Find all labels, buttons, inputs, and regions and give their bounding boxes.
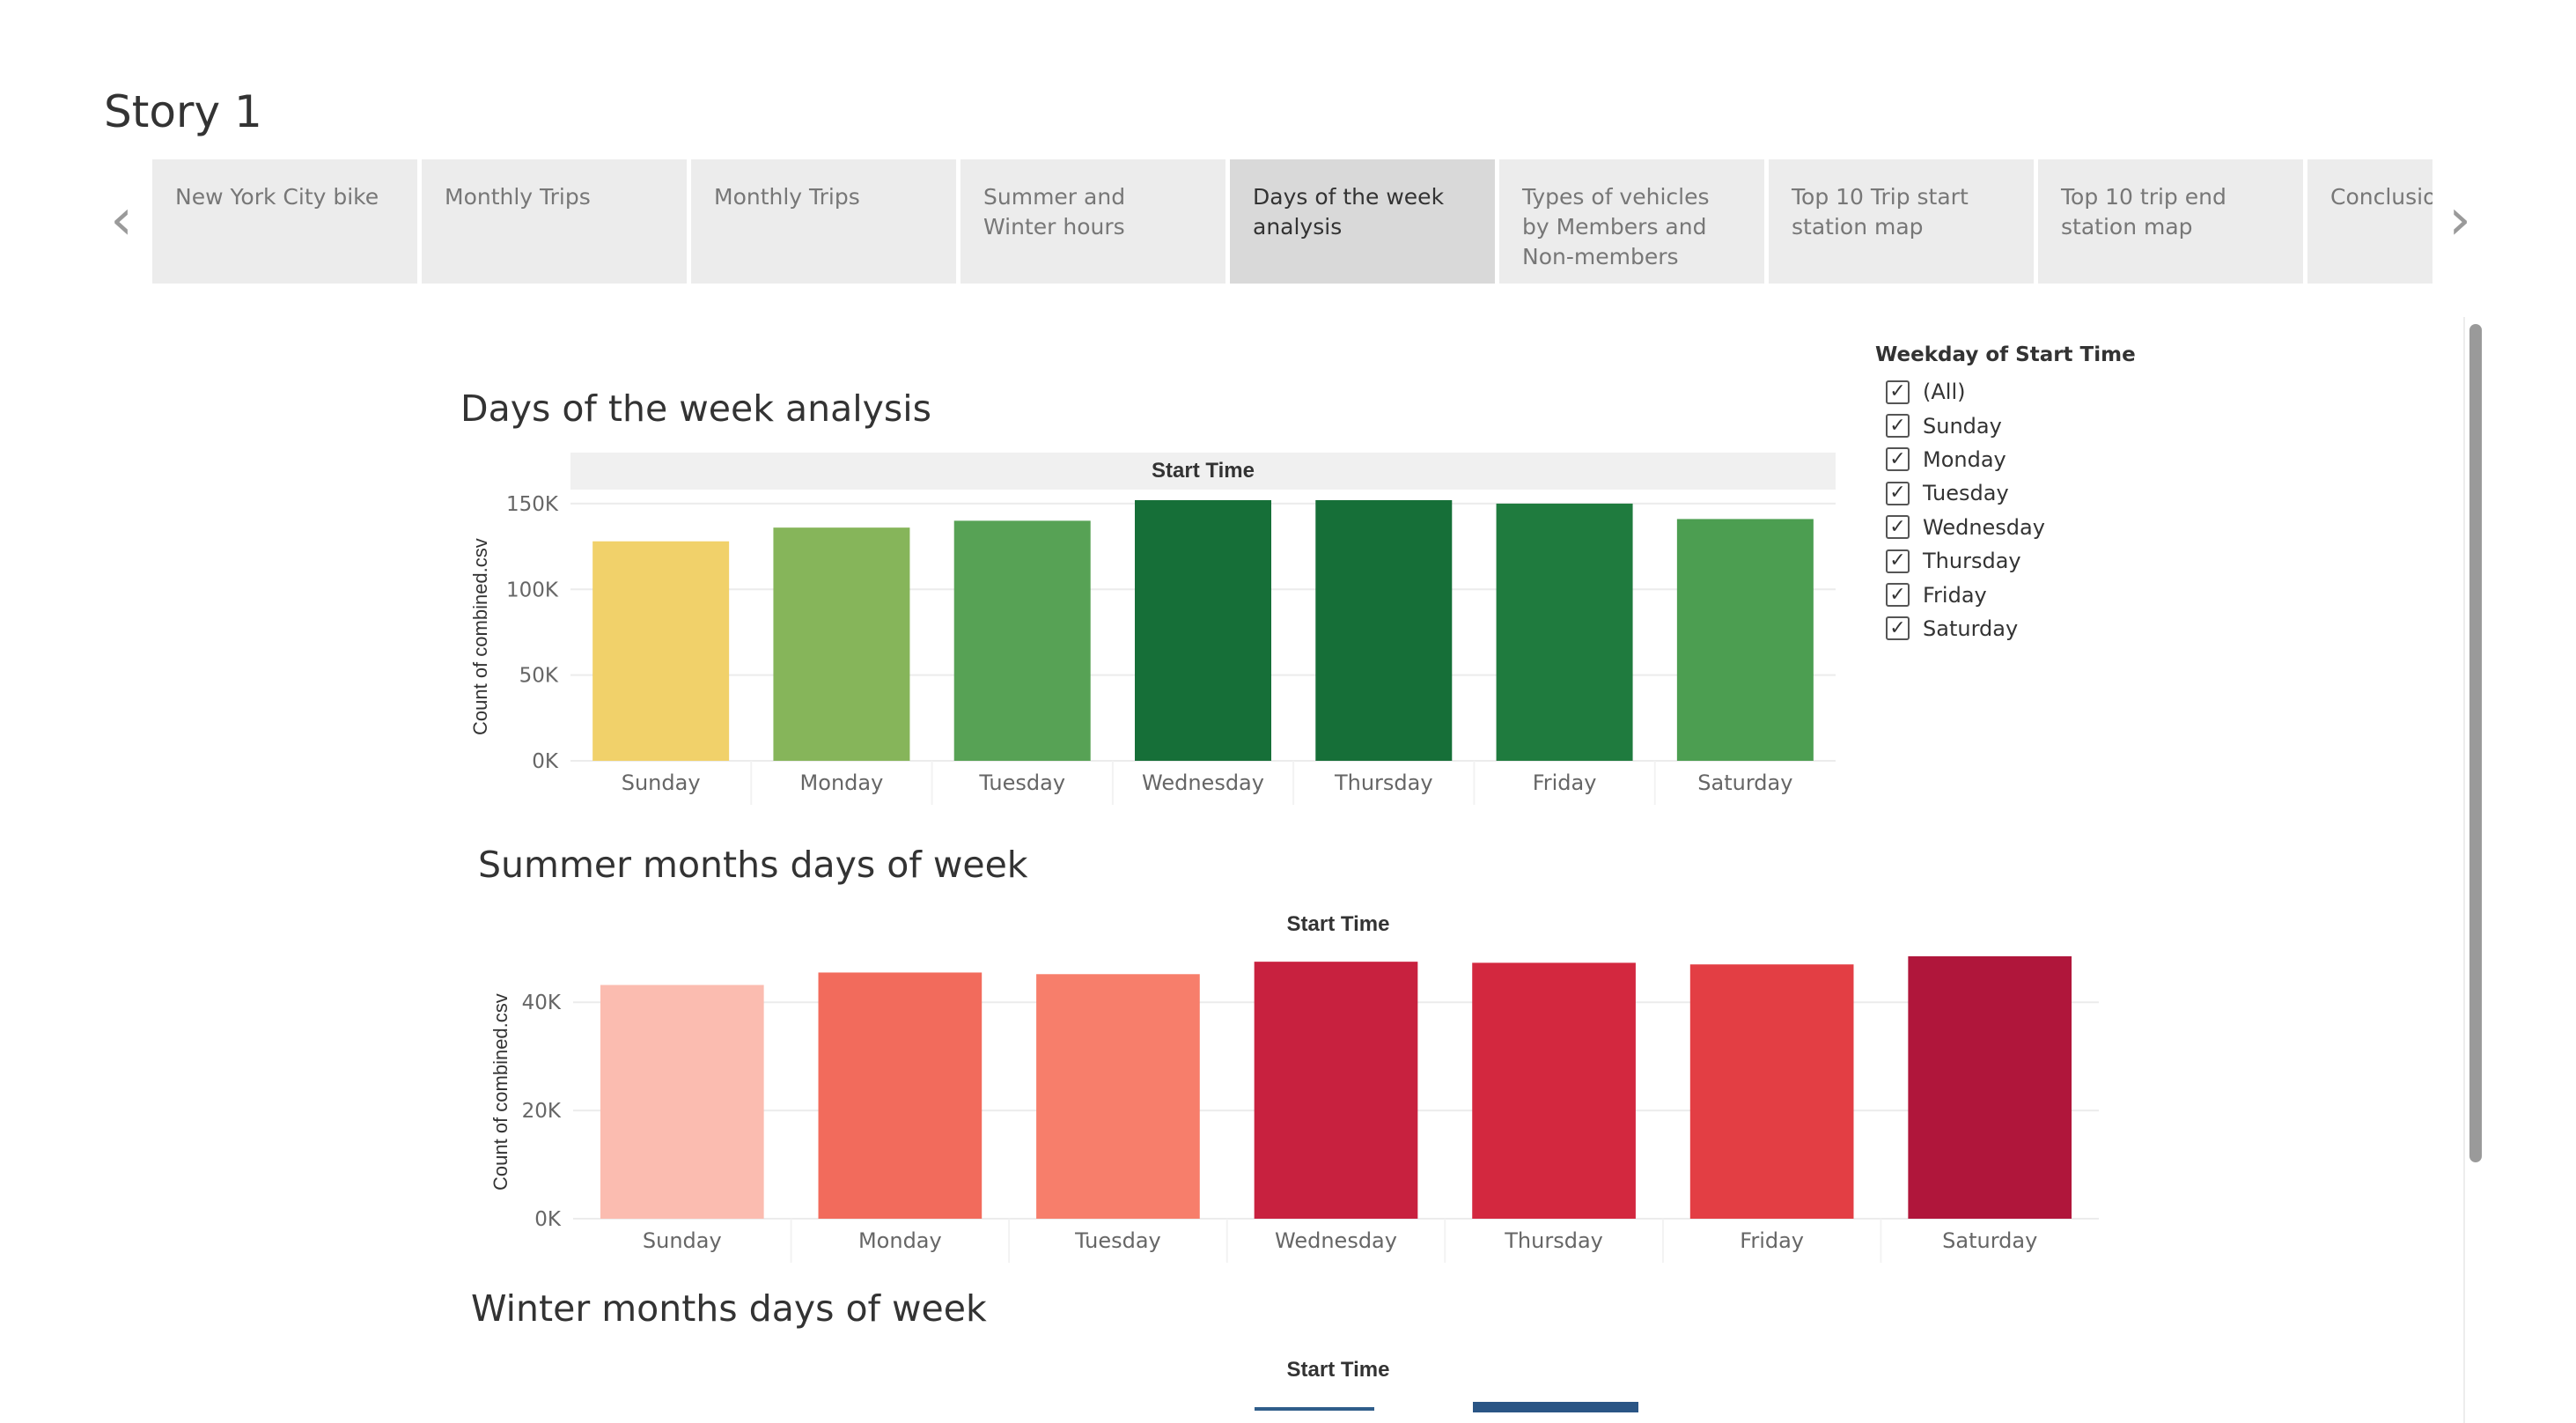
filter-item-thursday[interactable]: ✓ Thursday [1886, 544, 2136, 578]
story-tab-days-of-week[interactable]: Days of the week analysis [1230, 159, 1495, 284]
chart-title-days-of-week: Days of the week analysis [460, 387, 931, 430]
story-tab-vehicle-types[interactable]: Types of vehicles by Members and Non-mem… [1499, 159, 1764, 284]
filter-item-label: Saturday [1923, 616, 2019, 641]
checkbox-checked-icon[interactable]: ✓ [1886, 380, 1910, 404]
bar-wednesday [1254, 962, 1418, 1219]
filter-item-all[interactable]: ✓ (All) [1886, 375, 2136, 409]
chart-header-start-time: Start Time [1286, 1358, 1390, 1382]
checkbox-checked-icon[interactable]: ✓ [1886, 481, 1910, 505]
chart-title-summer-months: Summer months days of week [478, 844, 1028, 886]
x-tick-label: Friday [1740, 1228, 1804, 1253]
x-tick-label: Saturday [1697, 770, 1792, 795]
story-tab-new-york-city-bike[interactable]: New York City bike [152, 159, 417, 284]
bar-friday [1689, 964, 1854, 1219]
filter-item-friday[interactable]: ✓ Friday [1886, 578, 2136, 611]
story-tab-monthly-trips-2[interactable]: Monthly Trips [691, 159, 956, 284]
y-tick-label: 150K [506, 493, 559, 516]
chart-header-start-time: Start Time [570, 453, 1836, 490]
story-title: Story 1 [104, 86, 262, 137]
chart-title-winter-months: Winter months days of week [471, 1287, 987, 1330]
story-tab-summer-winter-hours[interactable]: Summer and Winter hours [960, 159, 1225, 284]
y-tick-label: 50K [519, 665, 559, 688]
vertical-scrollbar[interactable] [2463, 317, 2486, 1423]
bar-wednesday [1135, 500, 1271, 761]
bar-sunday [600, 984, 764, 1219]
bar-tuesday [953, 520, 1091, 761]
winter-bar-top-edge [1255, 1407, 1374, 1411]
x-tick-label: Thursday [1504, 1228, 1603, 1253]
bar-monday [773, 527, 910, 761]
bar-friday [1496, 503, 1633, 761]
x-tick-label: Wednesday [1142, 770, 1264, 795]
filter-item-label: Wednesday [1923, 514, 2045, 540]
story-tab-conclusion[interactable]: Conclusion [2307, 159, 2432, 284]
filter-item-label: Monday [1923, 446, 2006, 472]
scrollbar-thumb[interactable] [2469, 324, 2482, 1162]
story-tab-monthly-trips[interactable]: Monthly Trips [422, 159, 687, 284]
story-points-navigator: New York City bike Monthly Trips Monthly… [152, 159, 2432, 284]
next-story-point-icon[interactable]: › [2448, 188, 2471, 253]
y-tick-label: 40K [522, 992, 562, 1014]
checkbox-checked-icon[interactable]: ✓ [1886, 583, 1910, 608]
x-tick-label: Monday [858, 1228, 942, 1253]
filter-item-label: Tuesday [1923, 481, 2009, 506]
filter-item-label: Friday [1923, 582, 1987, 608]
chart-header-start-time: Start Time [1286, 912, 1390, 936]
filter-item-wednesday[interactable]: ✓ Wednesday [1886, 511, 2136, 544]
filter-item-label: Sunday [1923, 413, 2002, 439]
checkbox-checked-icon[interactable]: ✓ [1886, 515, 1910, 540]
filter-item-label: (All) [1923, 380, 1966, 405]
y-tick-label: 20K [522, 1100, 562, 1123]
checkbox-checked-icon[interactable]: ✓ [1886, 414, 1910, 439]
bar-saturday [1908, 956, 2072, 1219]
y-tick-label: 0K [534, 1208, 562, 1231]
weekday-filter: Weekday of Start Time ✓ (All) ✓ Sunday ✓ Mo… [1875, 343, 2136, 645]
filter-item-tuesday[interactable]: ✓ Tuesday [1886, 476, 2136, 510]
story-tab-top10-end-map[interactable]: Top 10 trip end station map [2038, 159, 2303, 284]
filter-item-monday[interactable]: ✓ Monday [1886, 443, 2136, 476]
x-tick-label: Monday [800, 770, 884, 795]
bar-thursday [1472, 962, 1636, 1219]
y-tick-label: 0K [532, 750, 559, 773]
bar-monday [818, 972, 983, 1219]
checkbox-checked-icon[interactable]: ✓ [1886, 616, 1910, 641]
x-tick-label: Sunday [622, 770, 701, 795]
bar-tuesday [1036, 974, 1200, 1219]
filter-item-label: Thursday [1923, 549, 2021, 574]
bar-sunday [592, 541, 730, 761]
x-tick-label: Friday [1533, 770, 1597, 795]
bar-saturday [1676, 519, 1814, 761]
filter-item-sunday[interactable]: ✓ Sunday [1886, 409, 2136, 442]
winter-bar-top-edge [1473, 1402, 1638, 1412]
checkbox-checked-icon[interactable]: ✓ [1886, 447, 1910, 472]
filter-item-saturday[interactable]: ✓ Saturday [1886, 612, 2136, 645]
story-tab-top10-start-map[interactable]: Top 10 Trip start station map [1769, 159, 2034, 284]
x-tick-label: Wednesday [1275, 1228, 1397, 1253]
x-tick-label: Thursday [1334, 770, 1433, 795]
x-tick-label: Sunday [643, 1228, 722, 1253]
filter-title: Weekday of Start Time [1875, 343, 2136, 366]
bar-thursday [1315, 500, 1453, 761]
x-tick-label: Tuesday [978, 770, 1065, 795]
previous-story-point-icon[interactable]: ‹ [110, 188, 133, 253]
x-tick-label: Saturday [1942, 1228, 2037, 1253]
x-tick-label: Tuesday [1074, 1228, 1161, 1253]
checkbox-checked-icon[interactable]: ✓ [1886, 549, 1910, 573]
y-tick-label: 100K [506, 579, 559, 601]
